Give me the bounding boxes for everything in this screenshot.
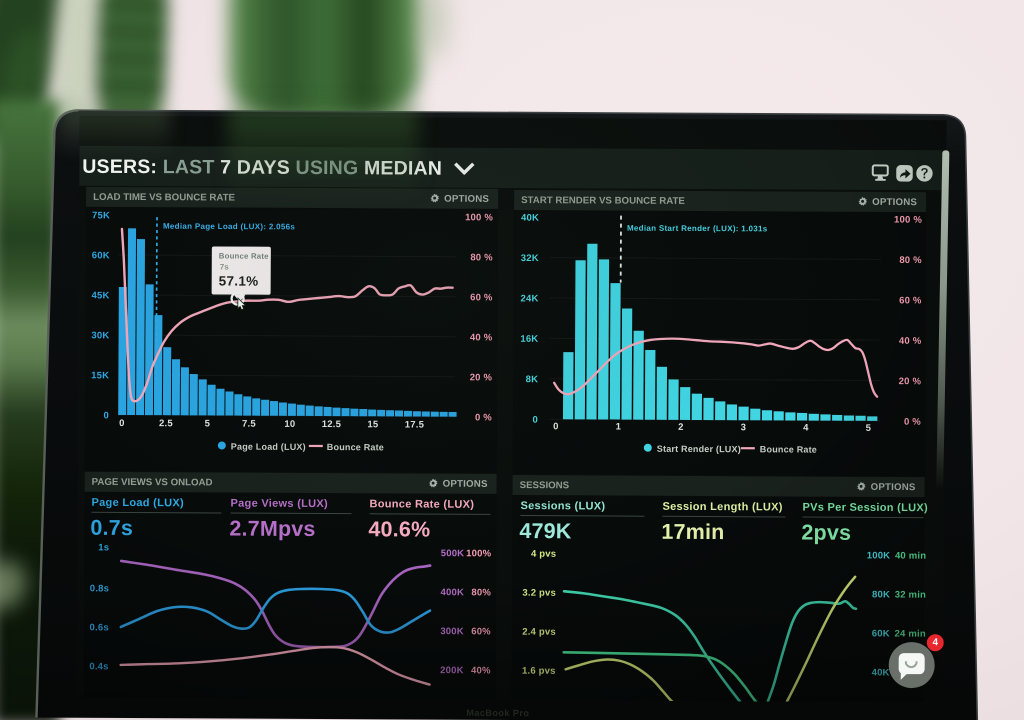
svg-text:80%: 80% (471, 587, 491, 598)
svg-text:7.5: 7.5 (242, 419, 256, 430)
svg-text:24 min: 24 min (895, 629, 926, 640)
svg-text:40K: 40K (521, 213, 539, 224)
svg-text:60 %: 60 % (899, 295, 922, 306)
svg-text:2.5: 2.5 (159, 418, 173, 429)
svg-text:45K: 45K (92, 290, 110, 301)
svg-text:100%: 100% (466, 548, 492, 559)
svg-text:60K: 60K (92, 250, 110, 261)
svg-text:20 %: 20 % (470, 372, 493, 383)
svg-text:4: 4 (803, 423, 809, 434)
svg-text:2.4 pvs: 2.4 pvs (522, 627, 556, 638)
svg-text:0 %: 0 % (475, 412, 492, 423)
svg-text:10: 10 (284, 419, 295, 430)
svg-text:500K: 500K (441, 548, 465, 559)
svg-text:80 %: 80 % (899, 255, 922, 266)
svg-text:40 %: 40 % (899, 336, 922, 347)
svg-text:5: 5 (866, 423, 872, 434)
svg-text:40K: 40K (872, 667, 890, 678)
svg-text:Median Start Render (LUX): 1.0: Median Start Render (LUX): 1.031s (627, 224, 768, 234)
svg-text:1.6 pvs: 1.6 pvs (522, 666, 556, 677)
svg-text:32 min: 32 min (895, 590, 926, 601)
svg-text:8K: 8K (526, 374, 539, 385)
svg-text:40%: 40% (471, 665, 491, 676)
svg-text:3.2 pvs: 3.2 pvs (522, 588, 556, 599)
svg-text:75K: 75K (92, 210, 110, 221)
svg-text:15K: 15K (91, 370, 109, 381)
svg-text:Bounce Rate: Bounce Rate (327, 442, 384, 452)
svg-text:400K: 400K (441, 587, 465, 598)
svg-text:0.4s: 0.4s (89, 661, 108, 672)
svg-text:80K: 80K (872, 589, 890, 600)
svg-text:60 %: 60 % (470, 292, 493, 303)
svg-text:40 min: 40 min (895, 551, 926, 562)
svg-text:0: 0 (103, 410, 109, 421)
svg-text:0.6s: 0.6s (90, 622, 109, 633)
svg-text:Start Render (LUX): Start Render (LUX) (657, 444, 741, 454)
svg-text:15: 15 (367, 419, 379, 430)
svg-text:0 %: 0 % (904, 417, 921, 428)
svg-text:300K: 300K (440, 626, 464, 637)
svg-text:20 %: 20 % (899, 376, 922, 387)
svg-text:12.5: 12.5 (322, 419, 342, 430)
svg-text:1: 1 (616, 422, 622, 433)
svg-text:60K: 60K (872, 628, 890, 639)
svg-text:3: 3 (741, 422, 747, 433)
svg-text:0: 0 (532, 415, 538, 426)
svg-text:60%: 60% (471, 626, 491, 637)
svg-text:80 %: 80 % (470, 252, 493, 263)
svg-text:17.5: 17.5 (405, 419, 425, 430)
svg-text:100 %: 100 % (894, 215, 922, 226)
svg-text:1s: 1s (98, 542, 109, 553)
svg-text:2: 2 (678, 422, 684, 433)
svg-text:4 pvs: 4 pvs (531, 549, 556, 560)
svg-text:Bounce Rate: Bounce Rate (760, 444, 817, 454)
svg-text:100K: 100K (867, 550, 891, 561)
svg-text:30K: 30K (91, 330, 109, 341)
svg-text:0: 0 (119, 418, 125, 429)
svg-text:5: 5 (205, 418, 211, 429)
svg-text:0.8s: 0.8s (90, 583, 109, 594)
svg-text:16K: 16K (520, 334, 538, 345)
svg-text:Median Page Load (LUX): 2.056s: Median Page Load (LUX): 2.056s (163, 222, 295, 232)
svg-text:100 %: 100 % (465, 212, 493, 223)
svg-text:32K: 32K (521, 253, 539, 264)
svg-text:Page Load (LUX): Page Load (LUX) (231, 442, 306, 452)
svg-text:0: 0 (553, 421, 559, 432)
svg-text:24K: 24K (521, 293, 539, 304)
svg-text:200K: 200K (440, 665, 464, 676)
svg-text:40 %: 40 % (470, 332, 493, 343)
